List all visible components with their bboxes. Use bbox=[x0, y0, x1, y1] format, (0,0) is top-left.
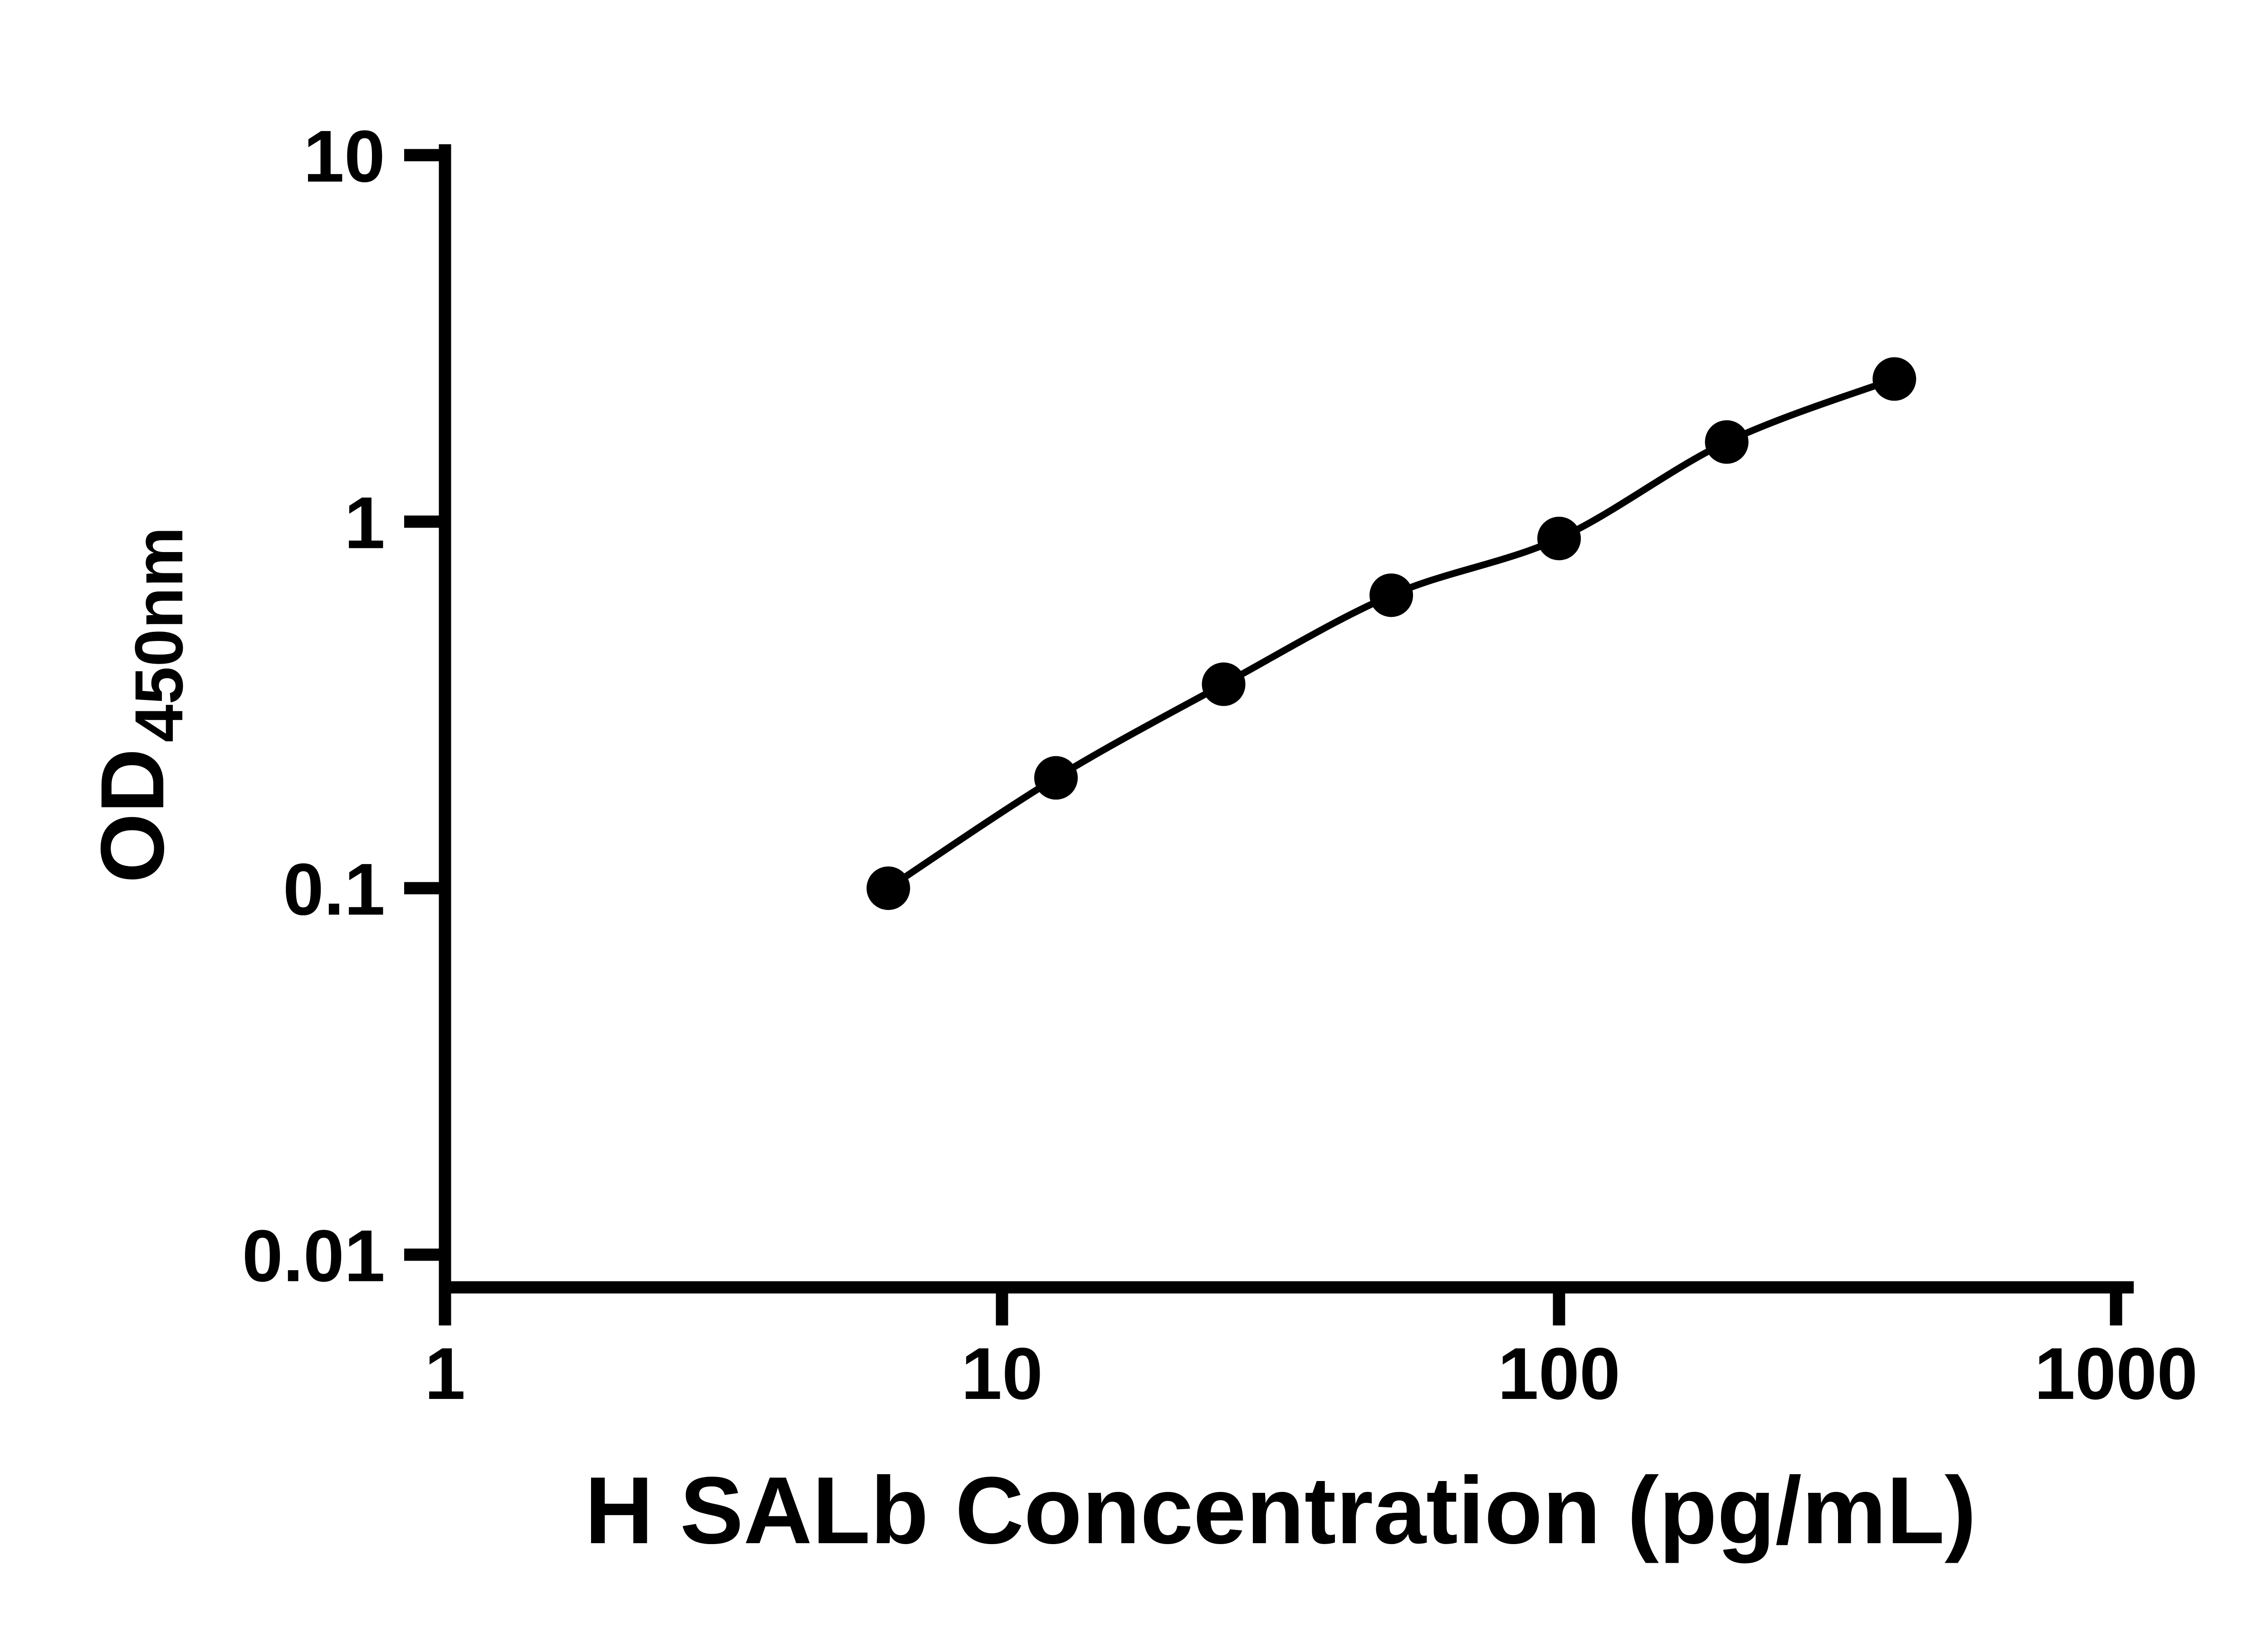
data-point bbox=[866, 866, 910, 910]
x-axis-tick-label: 10 bbox=[961, 1333, 1043, 1415]
x-axis-tick-label: 1000 bbox=[2034, 1333, 2198, 1415]
x-axis-tick-label: 100 bbox=[1498, 1333, 1620, 1415]
tick-layer bbox=[404, 149, 2122, 1325]
data-point bbox=[1872, 357, 1916, 401]
y-axis-tick-label: 10 bbox=[303, 115, 385, 197]
data-point bbox=[1537, 517, 1581, 561]
y-axis-title-main: OD bbox=[82, 748, 182, 883]
y-axis-tick-label: 1 bbox=[344, 482, 385, 564]
x-axis-tick-label: 1 bbox=[425, 1333, 465, 1415]
data-point bbox=[1034, 756, 1078, 800]
x-axis-title: H SALb Concentration (pg/mL) bbox=[585, 1457, 1976, 1564]
data-point bbox=[1202, 662, 1246, 706]
y-axis-tick-label: 0.1 bbox=[283, 848, 385, 930]
y-axis-title: OD 450nm bbox=[82, 527, 197, 883]
y-axis-tick-label: 0.01 bbox=[242, 1215, 385, 1297]
marker-layer bbox=[866, 357, 1916, 910]
data-point bbox=[1369, 573, 1413, 617]
data-point bbox=[1705, 420, 1749, 464]
axis-layer bbox=[439, 144, 2134, 1294]
y-axis-title-subscript: 450nm bbox=[121, 527, 197, 742]
tick-label-layer: 1 10 100 1000 0.01 0.1 1 10 bbox=[242, 115, 2198, 1415]
